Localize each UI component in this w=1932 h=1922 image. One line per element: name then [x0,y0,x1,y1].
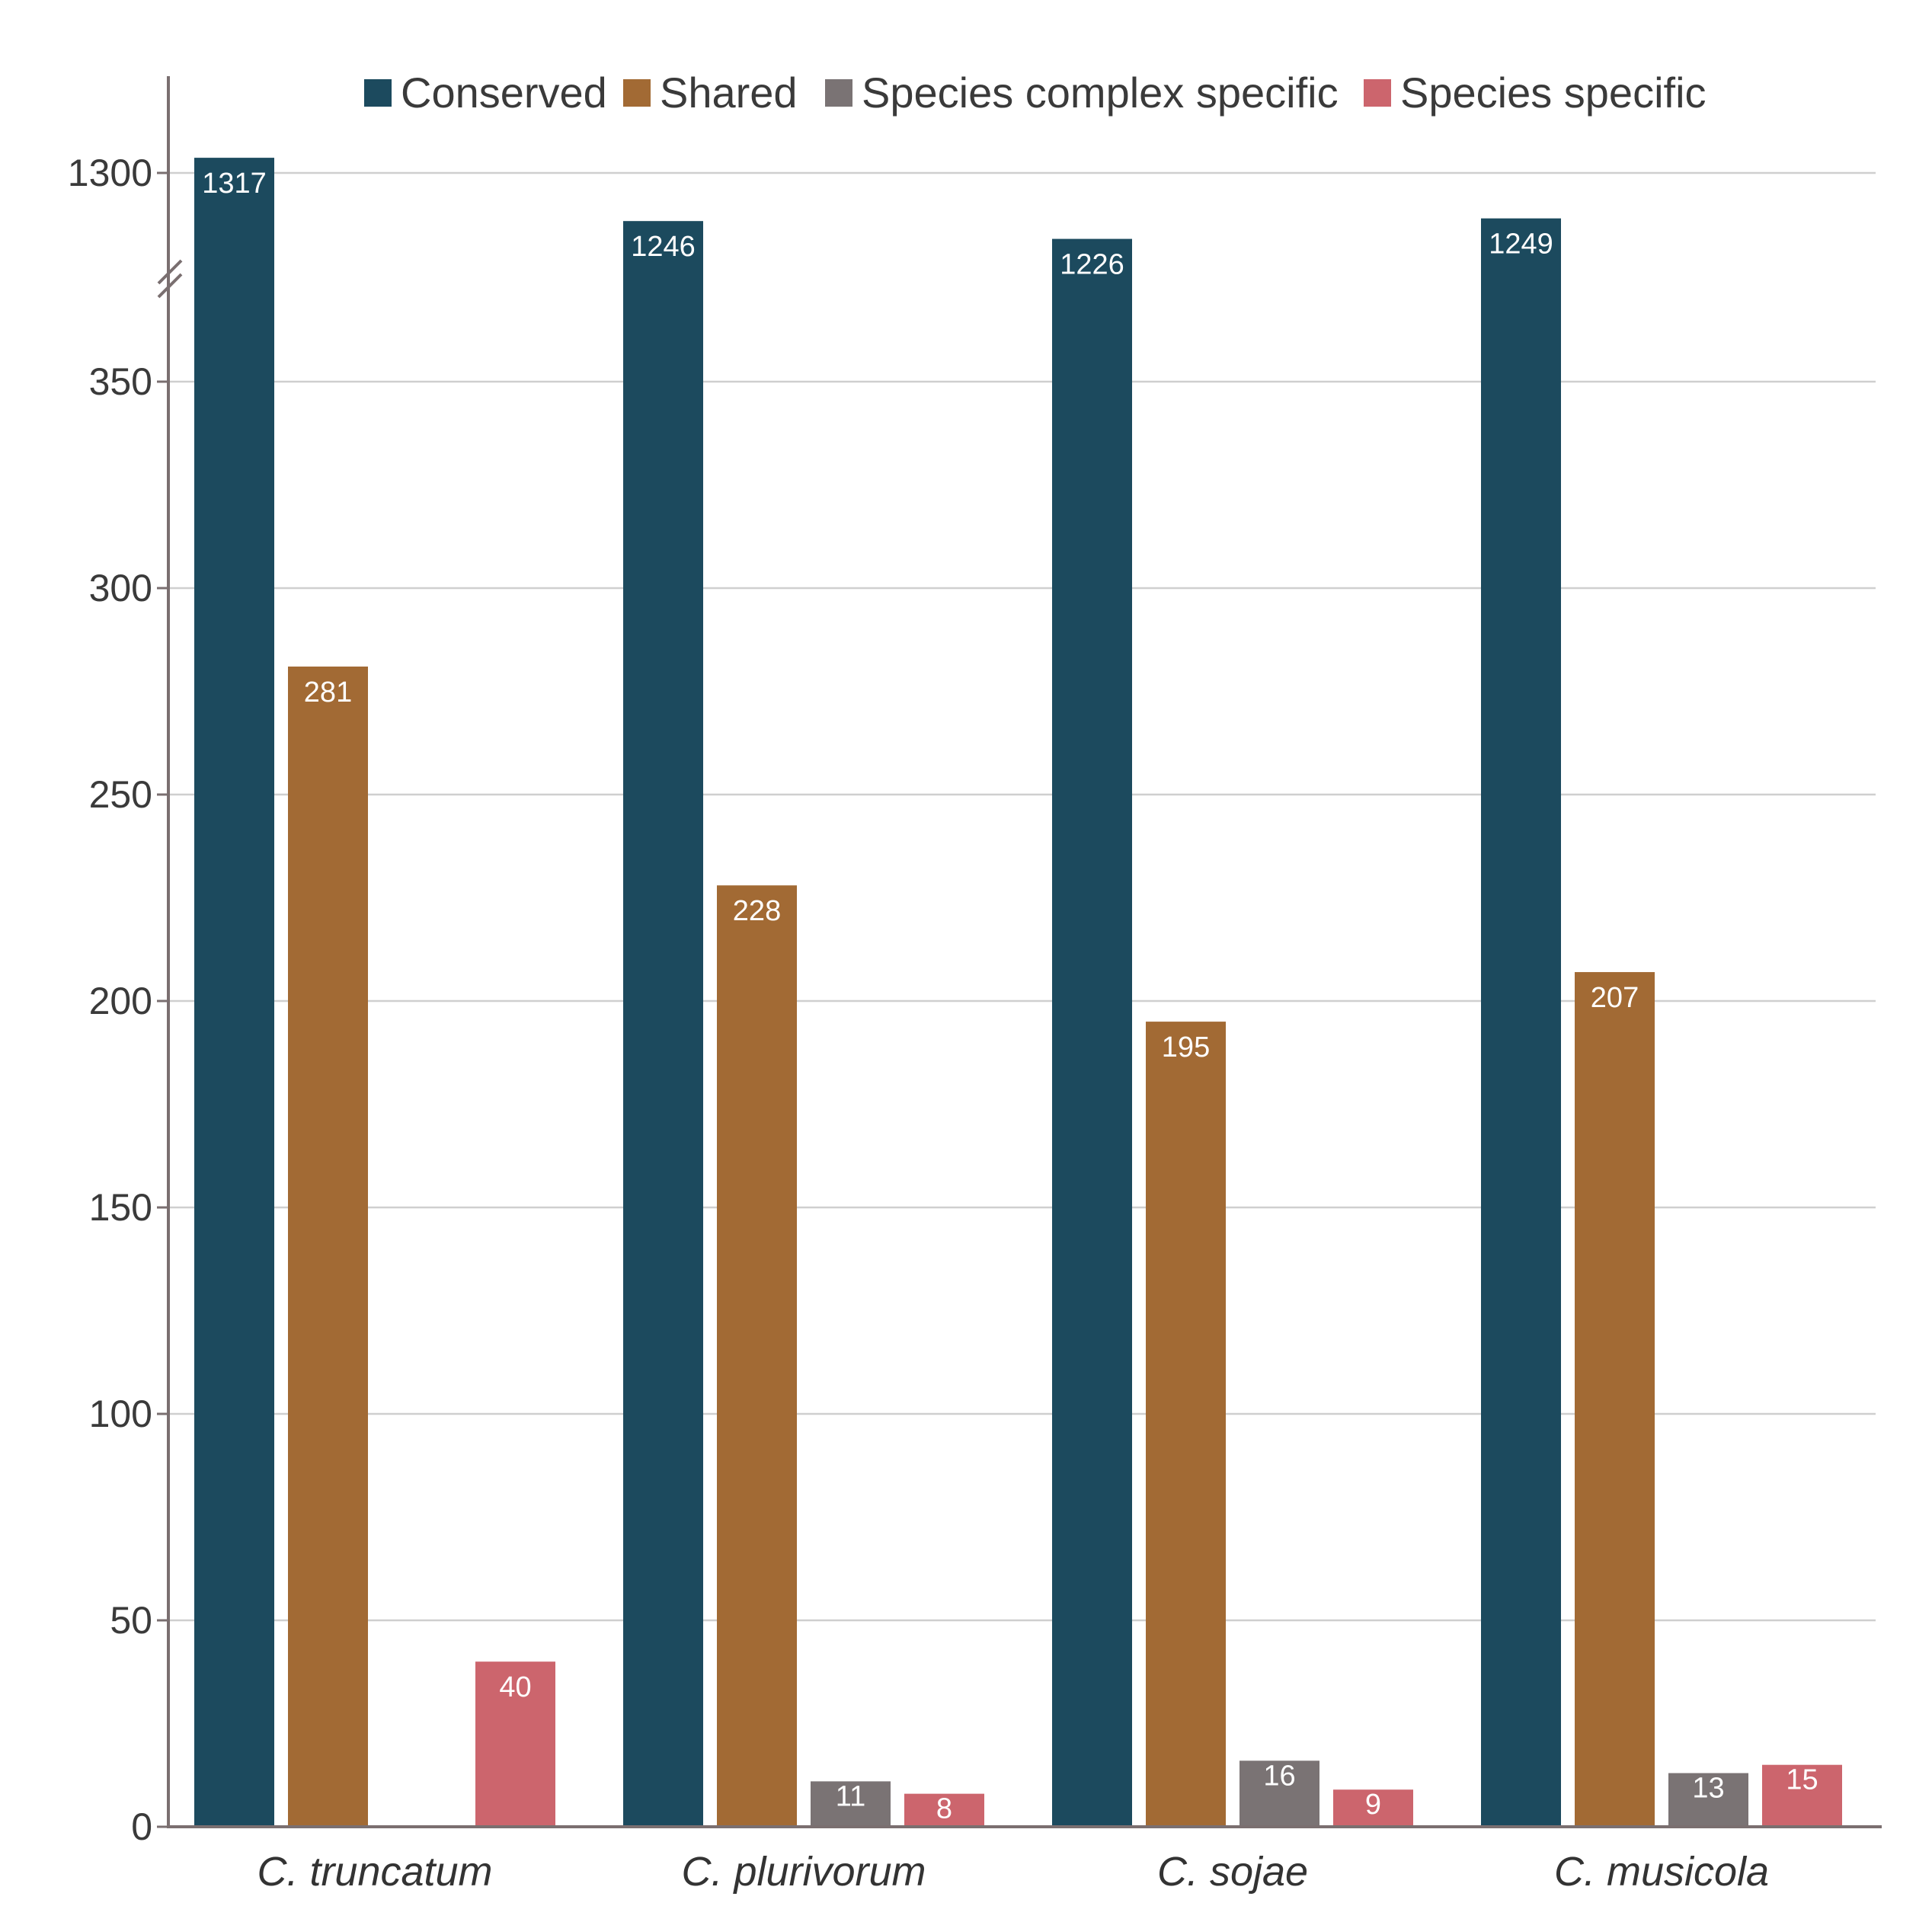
bar-label-c-musicola-species-complex-specific: 13 [1692,1773,1724,1805]
legend-label-conserved: Conserved [401,69,607,117]
y-tick-label-1300: 1300 [68,152,152,194]
bar-label-c-musicola-shared: 207 [1591,982,1639,1014]
category-labels: C. truncatum C. plurivorum C. sojae C. musi… [257,1849,1769,1895]
y-tick-label-350: 350 [89,360,152,403]
bar-label-c-truncatum-shared: 281 [304,676,352,708]
bar-c-musicola-shared [1575,972,1655,1827]
y-tick-labels: 0 50 100 150 200 250 300 350 1300 [68,152,168,1848]
bar-c-plurivorum-species-complex-specific [811,1781,891,1827]
bar-label-c-truncatum-species-specific: 40 [499,1671,531,1703]
bar-label-c-sojae-shared: 195 [1162,1031,1210,1063]
legend-label-species-specific: Species specific [1400,69,1706,117]
legend-label-species-complex-specific: Species complex specific [862,69,1339,117]
legend-swatch-species-specific [1364,79,1391,107]
bar-label-c-sojae-species-specific: 9 [1365,1789,1381,1821]
bar-c-truncatum-conserved [194,158,274,1827]
bar-c-sojae-shared [1146,1022,1226,1827]
bar-label-c-plurivorum-shared: 228 [733,895,781,927]
bars [194,158,1842,1828]
bar-value-labels: 1317 281 40 1246 228 11 8 1226 195 16 9 1249 207 13 15 [202,168,1818,1825]
legend-swatch-species-complex-specific [825,79,852,107]
x-tick-label-c-truncatum: C. truncatum [257,1849,492,1895]
x-tick-label-c-musicola: C. musicola [1554,1849,1769,1895]
gridlines [168,171,1876,1622]
bar-label-c-musicola-species-specific: 15 [1786,1764,1818,1796]
x-tick-label-c-sojae: C. sojae [1157,1849,1308,1895]
y-tick-label-100: 100 [89,1393,152,1435]
bar-label-c-musicola-conserved: 1249 [1489,229,1553,261]
y-tick-label-200: 200 [89,980,152,1022]
bar-label-c-sojae-species-complex-specific: 16 [1263,1760,1295,1792]
axes [157,76,1882,1828]
bar-c-musicola-species-complex-specific [1668,1773,1748,1827]
bar-c-sojae-species-specific [1333,1789,1413,1827]
bar-c-sojae-species-complex-specific [1239,1761,1319,1827]
legend-swatch-shared [623,79,651,107]
bar-label-c-plurivorum-species-complex-specific: 11 [836,1780,865,1812]
bar-label-c-truncatum-conserved: 1317 [202,168,267,200]
bar-label-c-plurivorum-species-specific: 8 [936,1793,952,1825]
x-tick-label-c-plurivorum: C. plurivorum [681,1849,926,1895]
bar-c-plurivorum-species-specific [904,1793,984,1827]
legend: Conserved Shared Species complex specific S… [364,69,1706,117]
legend-label-shared: Shared [660,69,798,117]
bar-c-musicola-conserved [1481,218,1561,1828]
bar-c-plurivorum-conserved [623,221,703,1828]
y-tick-label-0: 0 [131,1805,152,1848]
bar-label-c-sojae-conserved: 1226 [1060,249,1124,281]
axis-break-icon [157,259,183,299]
bar-c-truncatum-shared [288,666,368,1827]
bar-c-plurivorum-shared [717,885,797,1827]
y-tick-label-300: 300 [89,567,152,609]
legend-swatch-conserved [364,79,392,107]
bar-label-c-plurivorum-conserved: 1246 [631,231,696,263]
bar-c-musicola-species-specific [1762,1764,1842,1827]
y-tick-label-50: 50 [110,1599,152,1642]
y-tick-label-150: 150 [89,1186,152,1229]
bar-c-sojae-conserved [1052,238,1132,1827]
bar-c-truncatum-species-specific [475,1661,555,1827]
y-tick-label-250: 250 [89,773,152,816]
